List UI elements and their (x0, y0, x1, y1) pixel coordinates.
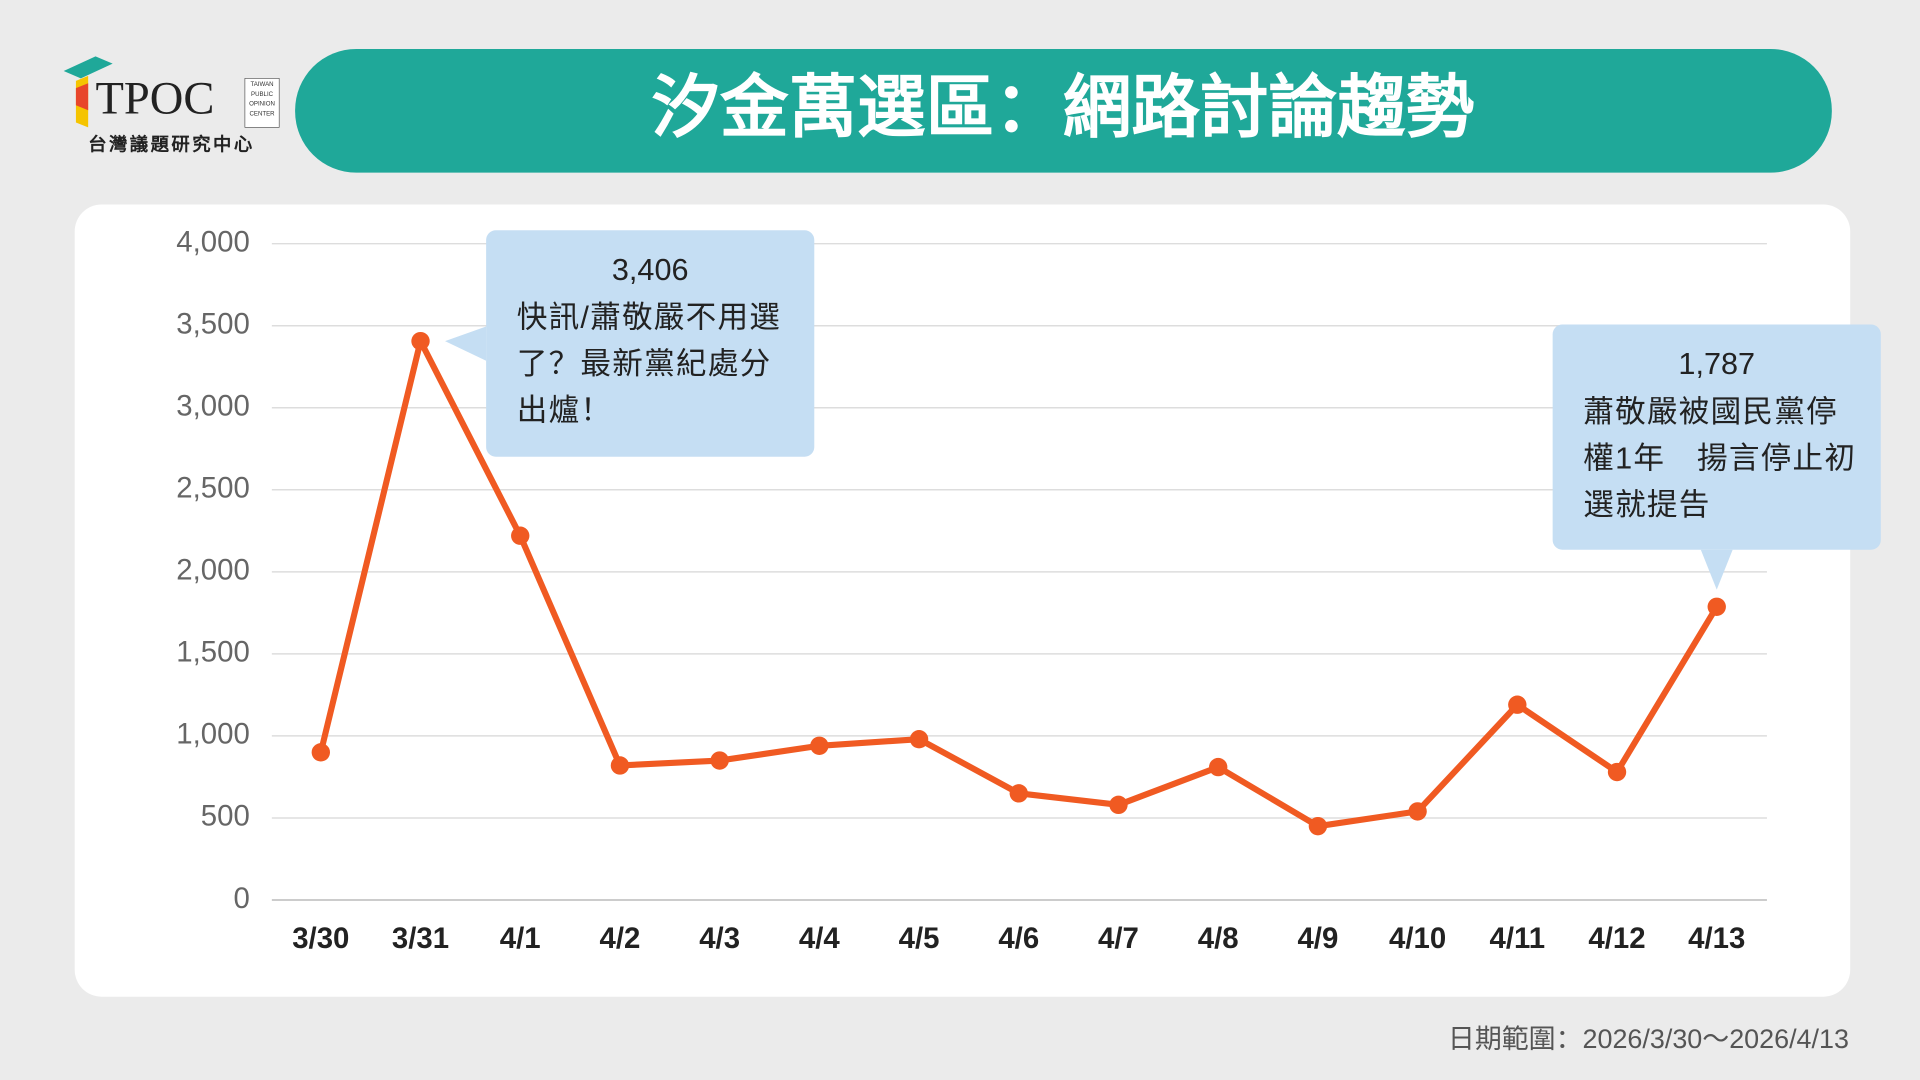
logo-small: OPINION (249, 101, 275, 108)
callout-box (486, 230, 815, 457)
annotation-text: 了？最新黨紀處分 (517, 347, 772, 381)
x-tick-label: 4/6 (998, 922, 1039, 955)
x-tick-label: 4/2 (600, 922, 641, 955)
point (909, 730, 929, 749)
footer-note: 日期範圍：2026/3/30～2026/4/13 (1448, 1024, 1849, 1054)
logo-subtitle: 台灣議題研究中心 (88, 134, 254, 155)
x-tick-label: 3/30 (292, 922, 349, 955)
x-tick-label: 4/1 (500, 922, 541, 955)
point (1508, 695, 1527, 714)
annotation-text: 快訊/蕭敬嚴不用選 (517, 301, 781, 335)
x-tick-label: 4/9 (1297, 922, 1338, 955)
annotation-text: 蕭敬嚴被國民黨停 (1583, 395, 1838, 429)
x-tick-label: 4/5 (899, 922, 940, 955)
chart-panel (74, 204, 1851, 997)
chart-title: 汐金萬選區：網路討論趨勢 (651, 69, 1474, 146)
y-tick-label: 3,500 (176, 307, 250, 340)
annotation-text: 權1年 揚言停止初 (1583, 442, 1856, 476)
x-tick-label: 4/12 (1588, 922, 1645, 955)
point (411, 331, 430, 351)
point (1209, 757, 1228, 777)
x-tick-label: 4/8 (1198, 922, 1239, 955)
x-tick-label: 4/11 (1490, 922, 1546, 955)
callout-pointer (1700, 549, 1733, 590)
x-tick-label: 4/10 (1389, 922, 1446, 955)
x-tick-label: 4/7 (1098, 922, 1139, 955)
point (1009, 784, 1028, 803)
logo-small: TAIWAN (251, 81, 274, 88)
logo-small: CENTER (249, 110, 275, 117)
point (710, 751, 729, 770)
point (1308, 816, 1328, 836)
point (810, 736, 829, 755)
y-tick-label: 2,000 (176, 554, 250, 587)
y-tick-label: 500 (201, 800, 250, 833)
x-tick-label: 4/3 (699, 922, 740, 955)
y-tick-label: 4,000 (176, 225, 250, 258)
point (610, 756, 630, 775)
plot-area: 0 500 1,000 1,500 2,000 2,500 3,000 3,500 4,000 3… (176, 225, 1881, 955)
title-banner (295, 48, 1832, 173)
logo-small: PUBLIC (251, 91, 274, 98)
point (311, 743, 330, 762)
logo-text: TPOC (96, 74, 215, 125)
point (1109, 795, 1128, 815)
logo-shape (75, 83, 89, 111)
annotation-text: 出爐！ (517, 394, 613, 428)
data-label: 3,406 (612, 253, 689, 287)
data-label: 1,787 (1678, 347, 1755, 381)
point (1607, 762, 1627, 782)
point (511, 526, 530, 545)
annotation-text: 選就提告 (1583, 488, 1710, 522)
y-tick-label: 3,000 (176, 390, 250, 423)
y-tick-label: 1,000 (176, 718, 250, 751)
point (1707, 597, 1726, 616)
point (1408, 802, 1427, 821)
logo-shape (63, 56, 113, 79)
x-tick-label: 3/31 (392, 922, 449, 955)
y-tick-label: 1,500 (176, 636, 250, 669)
callout-pointer (445, 326, 487, 361)
y-tick-label: 2,500 (176, 472, 250, 505)
x-tick-label: 4/4 (799, 922, 840, 955)
callout-box (1552, 324, 1881, 550)
logo: TPOC TAIWAN PUBLIC OPINION CENTER 台灣議題研究… (63, 56, 280, 155)
y-tick-label: 0 (233, 882, 249, 915)
x-tick-label: 4/13 (1688, 922, 1745, 955)
logo-badge (244, 78, 280, 128)
